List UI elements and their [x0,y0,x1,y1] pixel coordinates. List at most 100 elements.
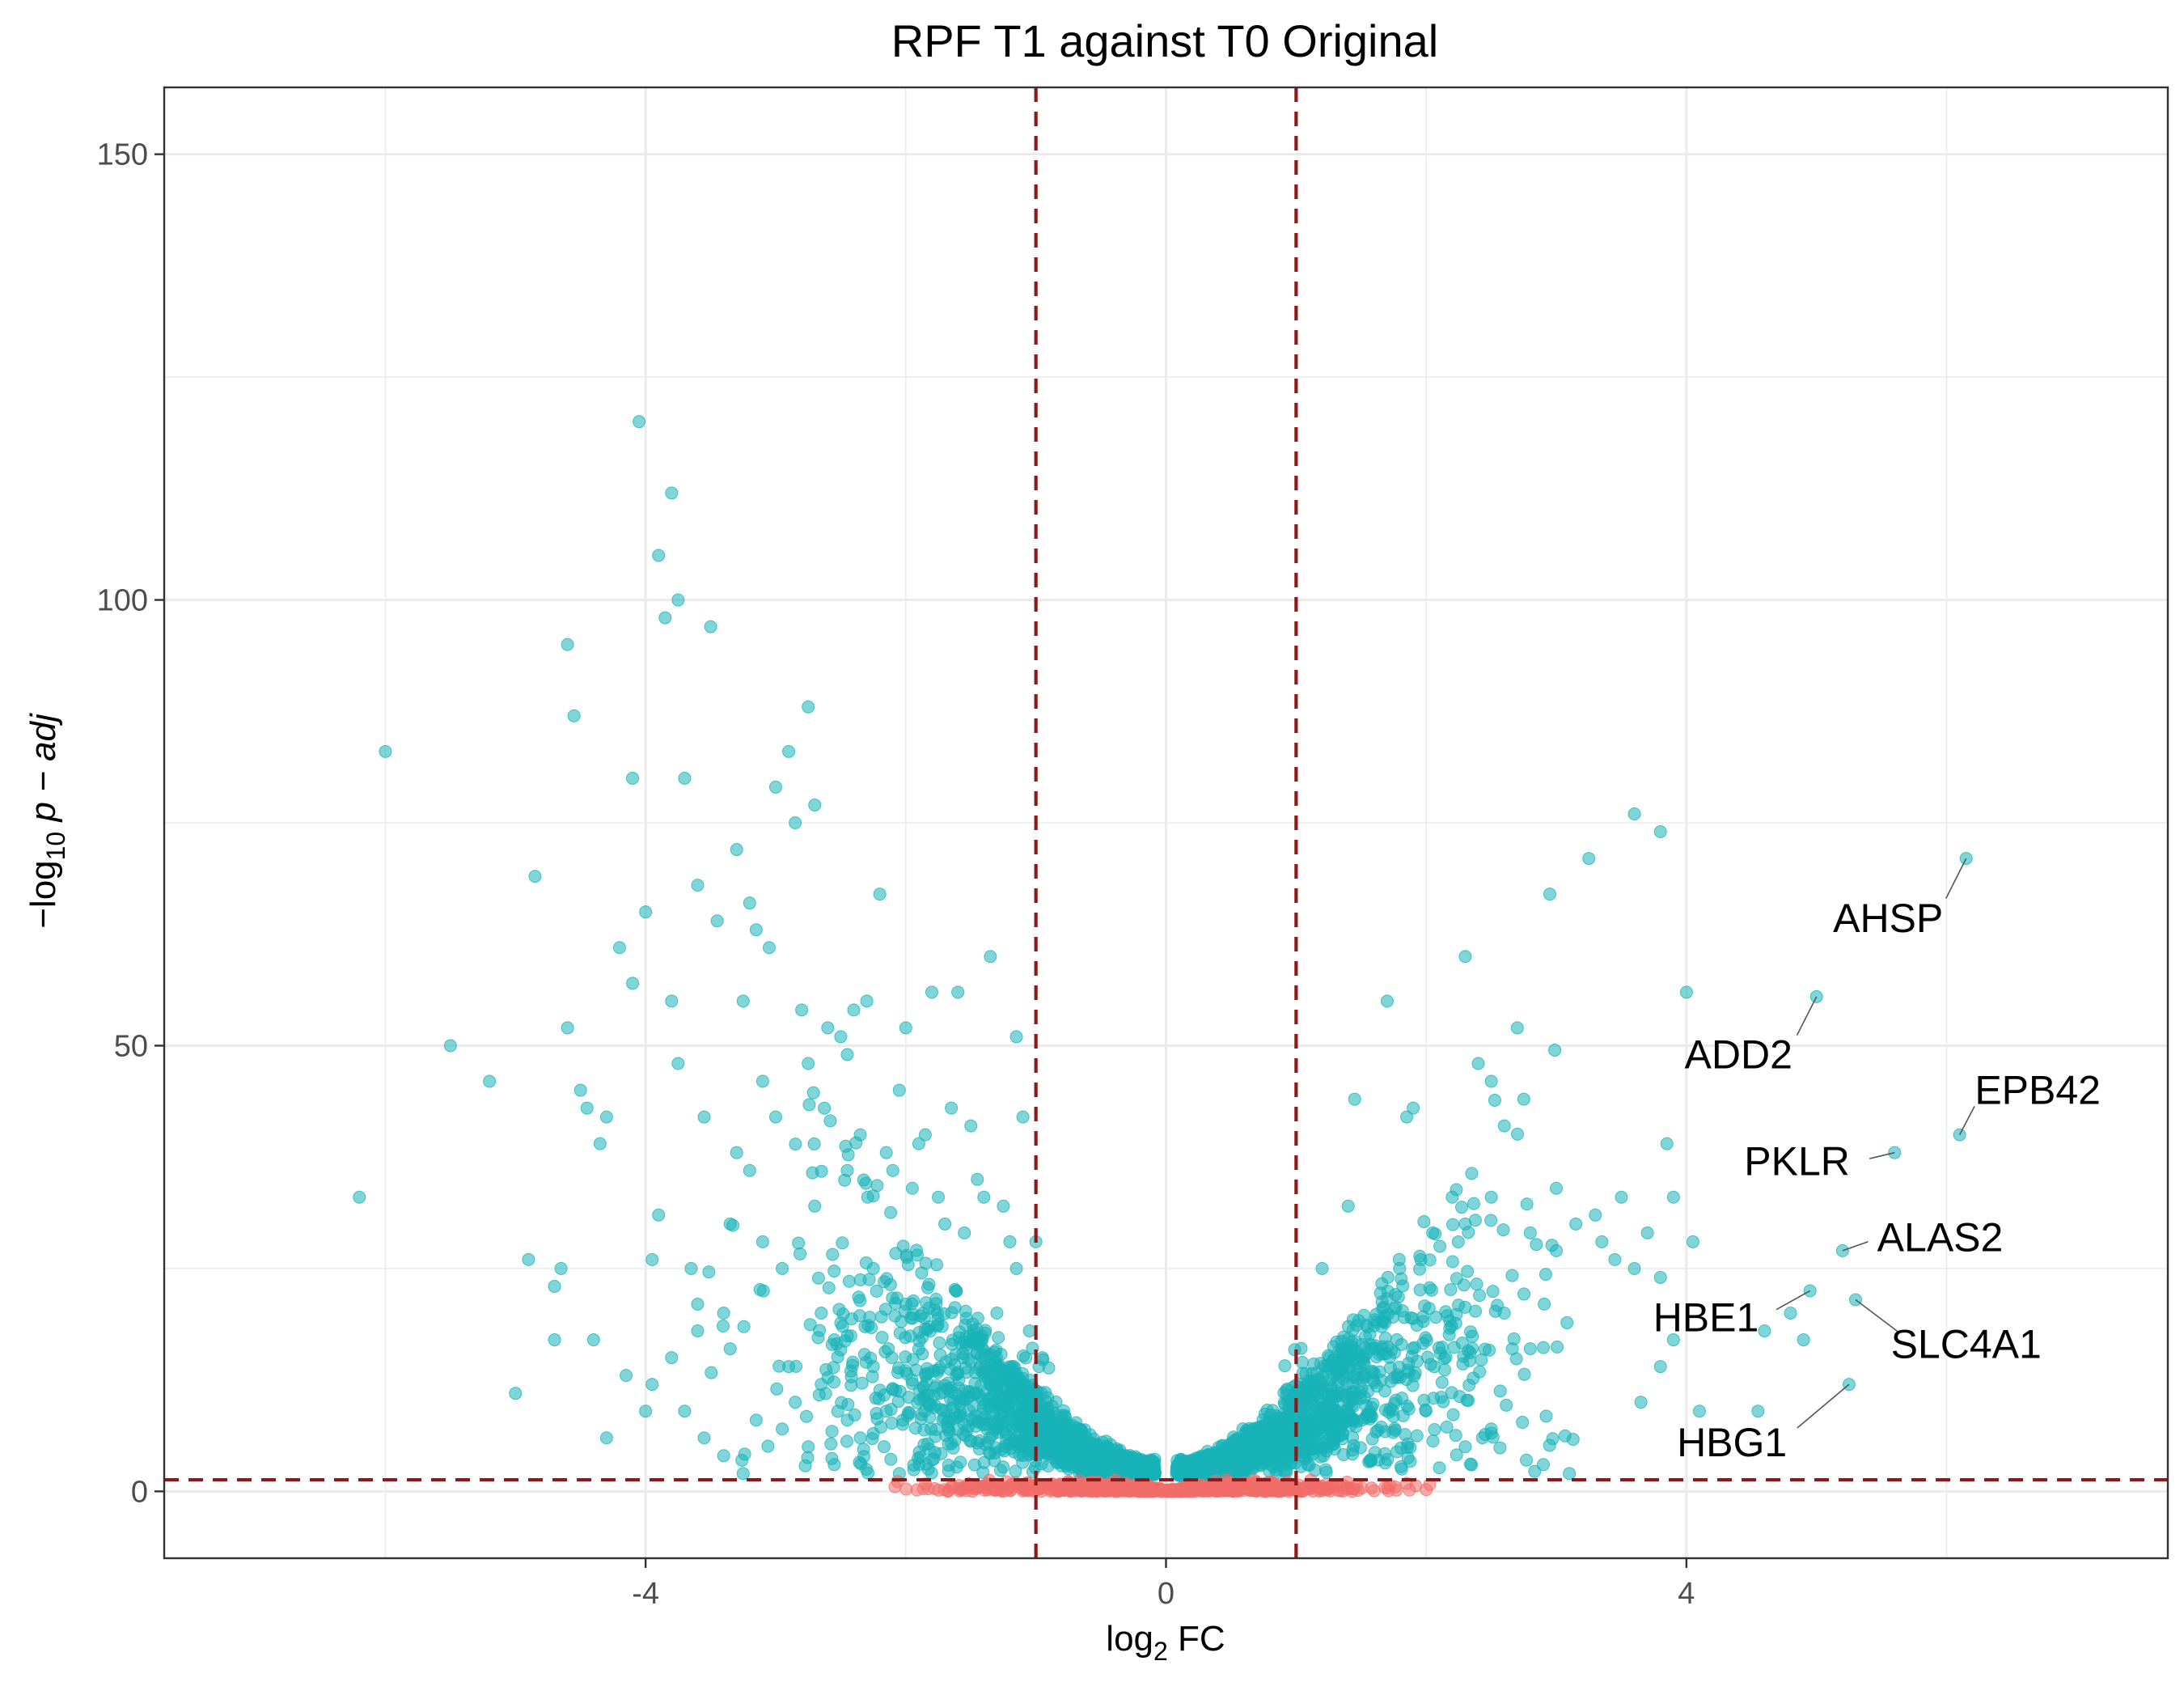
data-point [933,1336,946,1349]
data-point-ns [1050,1484,1064,1498]
data-point [1427,1392,1441,1405]
data-point [1627,1261,1641,1275]
data-point [730,843,743,857]
data-point [639,905,653,919]
data-point [1458,1440,1472,1454]
data-point [1536,1458,1550,1472]
data-point [1458,1300,1472,1314]
data-point [1497,1119,1511,1133]
data-point [807,1137,821,1150]
data-point [762,941,776,955]
data-point [1470,1277,1484,1291]
data-point [943,1362,957,1376]
data-point [1277,1386,1291,1400]
data-point [1446,1218,1460,1231]
data-point [824,1437,838,1451]
data-point [1457,1349,1471,1363]
data-point [799,1409,813,1423]
data-point [811,1271,825,1285]
data-point [1517,1287,1531,1301]
data-point [1051,1441,1064,1455]
data-point [896,1239,910,1253]
data-point [789,1359,803,1373]
data-point [736,1467,750,1481]
data-point [919,1256,933,1270]
data-point [1457,1278,1471,1292]
data-point [984,950,997,964]
data-point [1056,1404,1070,1417]
data-point [1280,1438,1293,1451]
data-point [1509,1352,1523,1366]
data-point [1388,1423,1402,1437]
data-point [860,994,874,1008]
data-point [1215,1461,1229,1475]
data-point [825,1451,839,1465]
data-point [1497,1307,1511,1320]
data-point [942,1458,955,1472]
data-point [886,1383,899,1396]
data-point [1486,1285,1500,1299]
data-point [1298,1452,1312,1466]
data-point [882,1342,895,1356]
data-point [920,1389,933,1403]
data-point [859,1256,873,1269]
data-point [948,1301,962,1315]
data-point [1009,1030,1023,1044]
y-axis-title-subscript: 10 [41,832,70,861]
data-point [921,1362,934,1375]
data-point [730,1146,743,1159]
data-point [1406,1341,1420,1355]
x-axis-title-suffix: FC [1168,1619,1225,1659]
data-point [930,1320,944,1333]
data-point [528,870,542,883]
data-point-ns [995,1482,1009,1496]
data-point [798,1459,812,1472]
data-point [1433,1461,1446,1475]
label-segment [1945,858,1967,899]
data-point [836,1320,849,1333]
x-axis: -4 0 4 [632,1558,1695,1611]
data-point [969,1419,983,1433]
data-point [884,1205,898,1219]
data-point [997,1460,1010,1474]
data-point [1356,1337,1369,1351]
data-point [1548,1043,1562,1057]
data-point [906,1307,920,1321]
data-point [842,1274,856,1288]
data-point [1539,1409,1553,1423]
data-point [1483,1343,1496,1357]
data-point [697,1110,711,1124]
data-point [1341,1360,1355,1374]
data-point [950,1284,963,1298]
data-point [803,1318,817,1332]
data-point [1419,1331,1433,1345]
data-point [1075,1464,1089,1477]
data-point [1507,1332,1521,1345]
data-point [743,1163,756,1177]
data-point [929,1430,942,1443]
gene-label-epb42: EPB42 [1974,1068,2101,1113]
data-point [586,1333,600,1347]
data-point [1419,1403,1433,1417]
data-point [1390,1333,1403,1346]
data-point [1458,1217,1472,1231]
data-point [916,1347,929,1361]
data-point [1640,1226,1654,1239]
y-tick-label: 150 [97,138,148,172]
data-point [1297,1383,1311,1397]
data-point [886,1291,899,1305]
data-point [671,593,685,607]
data-point [1475,1353,1488,1366]
data-point [736,994,750,1008]
data-point [633,415,646,429]
data-point [1124,1465,1137,1479]
data-point [1467,1197,1480,1210]
y-axis-title-minus: − [23,908,63,929]
data-point [825,1425,839,1438]
data-point [1446,1408,1460,1421]
data-point [838,1173,852,1187]
data-point [880,1272,894,1286]
data-point [959,1304,972,1318]
data-point [1323,1381,1337,1395]
data-point-ns [1266,1481,1280,1495]
